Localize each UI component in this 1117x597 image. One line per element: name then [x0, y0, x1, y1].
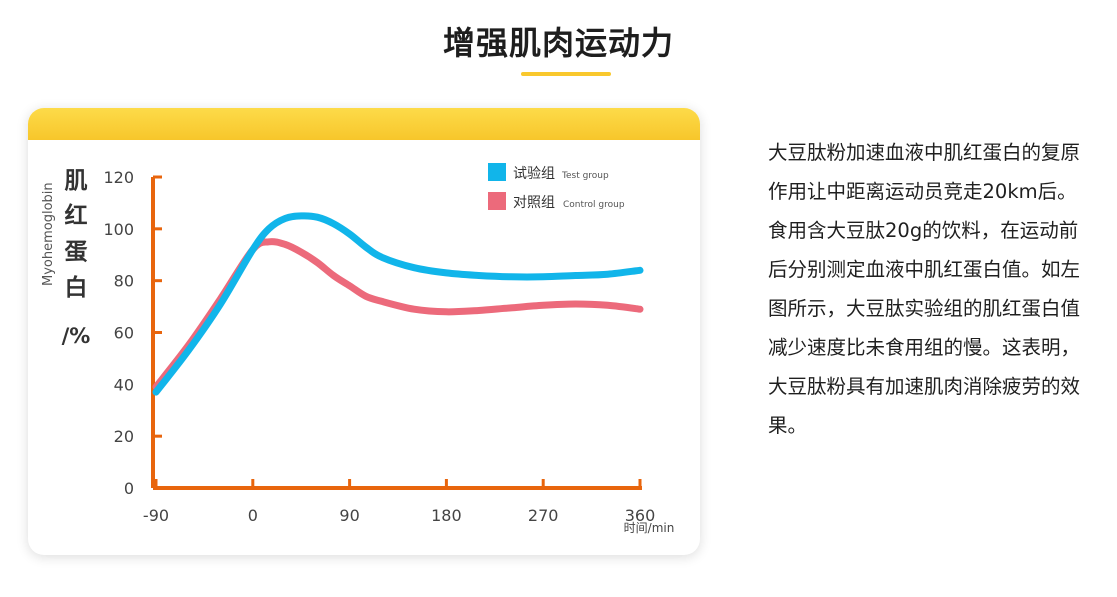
y-axis-label-en: Myohemoglobin — [41, 182, 56, 286]
legend-label-en: Control group — [563, 200, 625, 210]
y-axis-label-cn: 红 — [65, 202, 88, 229]
description-text: 大豆肽粉加速血液中肌红蛋白的复原作用让中距离运动员竞走20km后。食用含大豆肽2… — [768, 141, 1081, 437]
y-axis-label-cn: 白 — [65, 274, 88, 301]
x-tick-label: 180 — [431, 506, 462, 525]
y-tick-label: 60 — [114, 324, 134, 343]
x-tick-label: 360 — [625, 506, 656, 525]
x-axis-label: 时间/min — [624, 521, 675, 535]
x-tick-label: 0 — [248, 506, 258, 525]
y-tick-label: 100 — [103, 220, 134, 239]
chart-card: 0 20 40 60 80 100 120 -90 0 90 180 270 360 时间/min Myoh… — [28, 108, 700, 555]
y-axis-label-cn: 肌 — [65, 168, 88, 194]
x-tick-label: 270 — [528, 506, 559, 525]
y-tick-label: 40 — [114, 375, 134, 394]
y-axis-label-cn: 蛋 — [65, 239, 88, 265]
legend-swatch — [488, 163, 506, 181]
y-tick-label: 0 — [124, 479, 134, 498]
x-tick-label: -90 — [143, 506, 169, 525]
y-tick-label: 120 — [103, 168, 134, 187]
y-tick-label: 20 — [114, 427, 134, 446]
x-tick-label: 90 — [339, 506, 359, 525]
series-line-test — [152, 212, 644, 396]
y-axis-label-cn: /% — [62, 324, 91, 348]
y-tick-label: 80 — [114, 272, 134, 291]
legend-label: 试验组 — [513, 166, 555, 182]
card-header-bar — [28, 108, 700, 140]
title-underline — [521, 72, 611, 76]
page-title: 增强肌肉运动力 — [442, 24, 674, 62]
legend-label-en: Test group — [561, 171, 609, 181]
legend-swatch — [488, 192, 506, 210]
legend-label: 对照组 — [513, 195, 555, 211]
